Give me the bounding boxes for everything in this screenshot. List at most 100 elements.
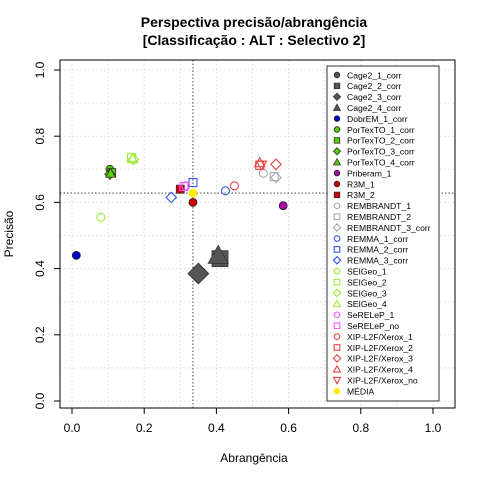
data-point <box>278 201 288 211</box>
legend-label: PorTexTO_3_corr <box>347 147 415 157</box>
legend-label: XIP-L2F/Xerox_4 <box>347 365 413 375</box>
legend-marker <box>333 333 341 340</box>
data-point <box>188 177 198 188</box>
data-point <box>187 262 210 285</box>
legend-label: SEIGeo_3 <box>347 288 387 298</box>
legend-marker <box>333 322 341 330</box>
legend-marker <box>332 255 342 265</box>
legend-marker <box>333 278 341 286</box>
legend-marker <box>332 288 342 298</box>
data-point <box>127 153 137 163</box>
y-tick-label: 0.0 <box>33 392 47 409</box>
legend-marker <box>332 353 342 363</box>
axes: 0.0 0.2 0.4 0.6 0.8 1.0 0.0 0.2 0.4 0.6 0.8 1.0 <box>33 61 442 435</box>
legend-label: PorTexTO_4_corr <box>347 158 415 168</box>
x-tick-label: 1.0 <box>425 421 442 435</box>
x-axis-label: Abrangência <box>220 451 288 465</box>
legend-label: SEIGeo_2 <box>347 277 387 287</box>
y-tick-label: 0.8 <box>33 128 47 145</box>
legend-marker <box>333 267 341 275</box>
legend-marker <box>332 92 342 102</box>
data-point <box>188 188 198 198</box>
legend-label: Cage2_3_corr <box>347 92 402 102</box>
legend-label: SeRELeP_1 <box>347 310 395 320</box>
y-tick-label: 0.6 <box>33 194 47 211</box>
legend-marker <box>333 344 341 351</box>
legend-marker <box>333 180 341 188</box>
legend-label: R3M_1 <box>347 179 375 189</box>
legend-marker <box>332 364 342 373</box>
data-point <box>188 197 198 207</box>
data-point <box>71 250 81 260</box>
data-points <box>71 152 288 285</box>
legend-label: REMMA_2_corr <box>347 245 408 255</box>
data-point <box>96 212 106 222</box>
legend-label: MÉDIA <box>347 386 374 396</box>
legend-label: REMBRANDT_1 <box>347 201 411 211</box>
legend-label: REMMA_1_corr <box>347 234 408 244</box>
chart-subtitle: [Classificação : ALT : Selectivo 2] <box>143 32 366 48</box>
legend-marker <box>333 137 341 144</box>
legend-label: R3M_2 <box>347 190 375 200</box>
chart-title: Perspectiva precisão/abrangência <box>141 14 368 30</box>
data-point <box>181 181 191 191</box>
data-point <box>269 158 282 171</box>
legend-marker <box>332 147 342 156</box>
legend-label: Cage2_4_corr <box>347 103 402 113</box>
x-tick-label: 0.2 <box>136 421 153 435</box>
legend-label: REMBRANDT_3_corr <box>347 223 431 233</box>
data-point <box>255 160 268 172</box>
legend-marker <box>332 157 342 166</box>
data-point <box>229 181 239 191</box>
y-tick-label: 0.2 <box>33 326 47 343</box>
y-axis-label: Precisão <box>2 210 16 257</box>
legend-label: SeRELeP_no <box>347 321 399 331</box>
legend: Cage2_1_corrCage2_2_corrCage2_3_corrCage… <box>326 65 440 402</box>
data-point <box>126 152 139 164</box>
legend-label: XIP-L2F/Xerox_2 <box>347 343 413 353</box>
legend-label: Cage2_2_corr <box>347 81 402 91</box>
legend-label: XIP-L2F/Xerox_no <box>347 376 418 386</box>
legend-label: Cage2_1_corr <box>347 70 402 80</box>
data-point <box>258 168 268 178</box>
legend-marker <box>333 126 341 133</box>
legend-marker <box>333 115 341 122</box>
legend-marker <box>333 202 341 210</box>
data-point <box>220 186 230 196</box>
legend-label: REMBRANDT_2 <box>347 212 411 222</box>
data-point <box>165 191 178 204</box>
legend-label: PorTexTO_1_corr <box>347 125 415 135</box>
legend-label: PorTexTO_2_corr <box>347 136 415 146</box>
legend-marker <box>332 223 342 233</box>
legend-label: DobrEM_1_corr <box>347 114 408 124</box>
data-point <box>179 181 189 192</box>
legend-label: SEIGeo_1 <box>347 267 387 277</box>
legend-marker <box>333 213 341 221</box>
legend-marker <box>332 103 342 111</box>
x-tick-label: 0.4 <box>208 421 225 435</box>
x-tick-label: 0.8 <box>352 421 369 435</box>
legend-marker <box>333 82 341 90</box>
legend-marker <box>332 299 342 308</box>
y-tick-label: 0.4 <box>33 260 47 277</box>
legend-marker <box>333 387 341 395</box>
y-tick-label: 1.0 <box>33 61 47 78</box>
legend-label: XIP-L2F/Xerox_3 <box>347 354 413 364</box>
legend-marker <box>333 191 341 199</box>
legend-label: XIP-L2F/Xerox_1 <box>347 332 413 342</box>
x-tick-label: 0.0 <box>64 421 81 435</box>
legend-marker <box>333 246 341 253</box>
data-point <box>269 171 282 184</box>
data-point <box>207 244 229 264</box>
legend-marker <box>333 71 341 79</box>
data-point <box>104 167 117 178</box>
legend-label: Priberam_1 <box>347 168 392 178</box>
legend-marker <box>333 169 341 177</box>
legend-label: REMMA_3_corr <box>347 256 408 266</box>
legend-marker <box>333 235 341 242</box>
legend-label: SEIGeo_4 <box>347 299 387 309</box>
legend-marker <box>332 376 342 385</box>
x-tick-label: 0.6 <box>280 421 297 435</box>
legend-box <box>326 65 440 402</box>
